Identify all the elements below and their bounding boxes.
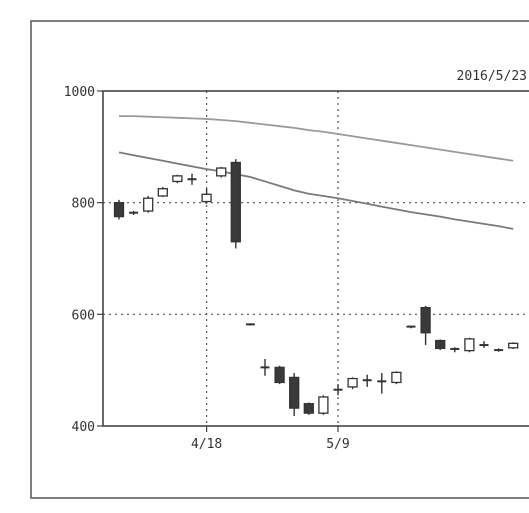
candle (318, 395, 329, 415)
candle-body-up (201, 193, 212, 203)
candle (435, 339, 446, 351)
plot-frame (102, 90, 529, 427)
candle-body-down (435, 339, 446, 350)
candle-body-down (274, 366, 285, 384)
candle (216, 166, 227, 178)
chart-date-label: 2016/5/23 (457, 69, 527, 84)
moving-average-line-1 (119, 115, 514, 162)
candle-body-up (464, 338, 475, 352)
candle (406, 325, 416, 329)
candle-body-up (347, 377, 358, 388)
candle (450, 347, 460, 353)
candle (274, 365, 285, 385)
candle (245, 323, 255, 326)
candle (129, 211, 139, 215)
candle (201, 188, 212, 204)
candle (464, 337, 475, 353)
moving-averages (118, 115, 514, 230)
candle (187, 173, 197, 185)
candle (479, 341, 489, 348)
y-tick-label: 800 (72, 197, 95, 212)
candle-body-down (303, 403, 314, 414)
candle (289, 372, 300, 416)
y-tick-label: 600 (72, 308, 95, 323)
candle-body-up (143, 197, 154, 212)
candle-body-up (318, 396, 329, 414)
grid-layer (103, 91, 529, 426)
candle (157, 187, 168, 198)
y-tick-label: 400 (72, 420, 95, 435)
candle-body-up (157, 188, 168, 197)
candle-body-down (420, 306, 431, 334)
candle (333, 384, 343, 396)
candle-body-down (289, 376, 300, 409)
candle (303, 402, 314, 415)
candle-body-up (391, 371, 402, 384)
x-tick-label: 4/18 (191, 437, 222, 452)
candle (494, 348, 504, 352)
candle (113, 199, 125, 220)
candle (143, 195, 154, 213)
candle (391, 371, 402, 385)
candle (347, 377, 358, 390)
candles (113, 159, 519, 416)
candle-body-down (113, 202, 125, 218)
candle (420, 305, 431, 346)
candle (260, 359, 270, 376)
moving-average-line-2 (118, 151, 514, 230)
candle (172, 174, 183, 184)
candle-body-up (508, 342, 519, 349)
candle-body-down (230, 161, 241, 243)
candle (377, 372, 387, 394)
candle-body-up (172, 175, 183, 183)
y-tick-label: 1000 (64, 85, 95, 100)
candle-body-up (216, 167, 227, 177)
candle (362, 374, 372, 387)
candle (230, 159, 241, 249)
axes: 1000 800 600 400 4/18 5/9 (64, 85, 529, 452)
x-tick-label: 5/9 (326, 437, 349, 452)
candle (508, 342, 519, 349)
outer-frame (30, 20, 529, 499)
